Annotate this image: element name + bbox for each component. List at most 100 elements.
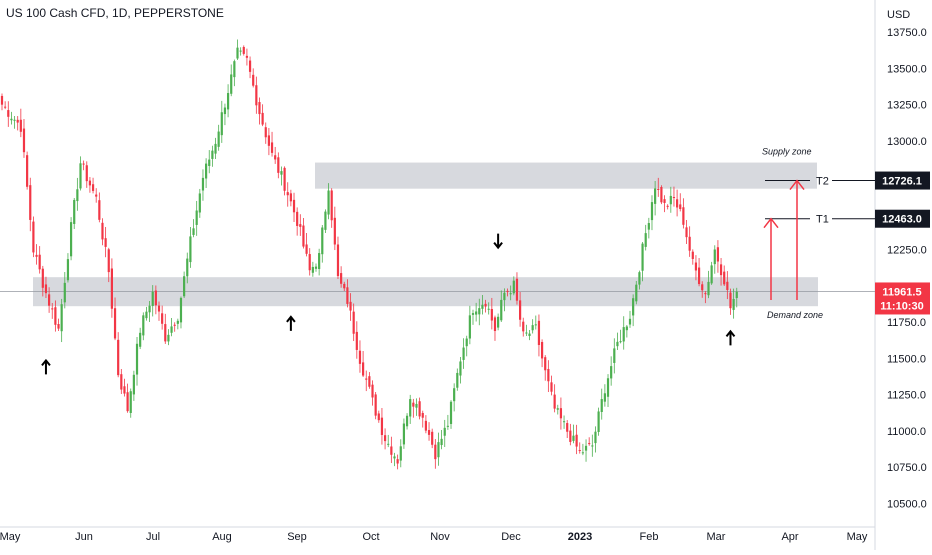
candle-body (51, 308, 54, 310)
candle-body (676, 199, 679, 208)
candle-body (584, 445, 588, 451)
target-price-text: 12726.1 (882, 176, 922, 188)
candle-body (471, 313, 475, 315)
candle-body (688, 236, 691, 251)
y-tick-label: 11250.0 (887, 390, 926, 402)
candle-body (525, 332, 528, 334)
candle-body (176, 320, 179, 324)
candle-body (581, 452, 584, 454)
candle-body (515, 278, 519, 301)
candle-body (669, 195, 672, 205)
candle-body (412, 402, 415, 407)
candle-body (305, 244, 308, 254)
candle-body (318, 253, 321, 270)
candle-body (660, 186, 663, 203)
candle-body (88, 180, 92, 186)
candle-body (104, 238, 107, 247)
countdown-text: 11:10:30 (880, 300, 923, 312)
x-tick-label: Feb (640, 531, 659, 543)
candle-body (255, 85, 258, 106)
candle-body (418, 401, 421, 417)
candle-body (638, 272, 641, 285)
candle-body (289, 193, 292, 202)
candle-body (650, 202, 654, 221)
candle-body (475, 311, 478, 315)
candle-body (622, 327, 625, 342)
candle-body (663, 199, 666, 203)
candle-body (619, 341, 622, 343)
candle-body (697, 267, 701, 285)
candle-body (704, 293, 707, 295)
x-tick-label: Sep (287, 531, 307, 543)
candle-body (371, 384, 374, 398)
candle-body (340, 273, 343, 284)
candle-body (493, 317, 497, 332)
candle-body (503, 292, 506, 301)
y-tick-label: 11750.0 (887, 317, 926, 329)
y-tick-label: 11000.0 (887, 426, 926, 438)
candle-body (19, 119, 22, 132)
candle-body (484, 303, 487, 307)
candle-body (110, 268, 113, 309)
x-tick-label: Nov (430, 531, 450, 543)
candle-body (73, 199, 76, 224)
candle-body (107, 249, 110, 273)
candle-body (456, 372, 459, 388)
currency-label: USD (887, 9, 910, 21)
candle-body (362, 362, 365, 376)
candle-body (308, 254, 311, 271)
last-price-badge (875, 282, 930, 315)
candle-body (22, 128, 26, 153)
candle-body (179, 297, 183, 323)
candle-body (170, 326, 173, 333)
candle-body (286, 192, 289, 196)
candle-body (628, 318, 632, 325)
candle-body (465, 338, 468, 347)
candle-body (531, 325, 534, 331)
candle-body (35, 254, 38, 257)
candle-body (506, 290, 509, 292)
arrow-up-marker (725, 329, 736, 346)
candle-body (553, 394, 556, 409)
candle-body (556, 408, 559, 410)
candle-body (4, 106, 7, 108)
candle-body (135, 343, 139, 375)
candle-body (679, 204, 682, 210)
candle-body (600, 399, 603, 413)
candle-body (69, 222, 73, 257)
y-tick-label: 13250.0 (887, 100, 927, 112)
candle-body (468, 315, 471, 339)
candle-body (729, 292, 732, 309)
candle-body (252, 74, 255, 86)
supply-zone-label: Supply zone (762, 147, 812, 157)
candle-body (346, 287, 349, 304)
candle-body (647, 223, 650, 230)
candle-body (509, 293, 512, 295)
candle-body (594, 431, 597, 444)
candle-body (274, 155, 277, 160)
x-tick-label: May (0, 531, 21, 543)
candle-body (66, 259, 70, 281)
candle-body (157, 305, 161, 312)
candle-body (569, 430, 572, 442)
candle-body (562, 421, 566, 423)
candle-body (167, 334, 170, 342)
candle-body (113, 308, 117, 339)
candle-body (603, 393, 606, 402)
demand-zone-label: Demand zone (767, 310, 823, 320)
candle-body (497, 316, 500, 328)
candle-body (522, 321, 525, 332)
candle-body (575, 434, 578, 447)
x-tick-label: 2023 (568, 531, 592, 543)
candle-body (685, 227, 688, 238)
candle-body (117, 339, 120, 376)
candle-body (616, 341, 619, 347)
x-tick-label: Jun (75, 531, 93, 543)
candle-body (399, 446, 402, 461)
candle-body (726, 281, 729, 290)
candle-body (248, 60, 252, 72)
candle-body (597, 411, 600, 432)
candle-body (707, 281, 710, 296)
